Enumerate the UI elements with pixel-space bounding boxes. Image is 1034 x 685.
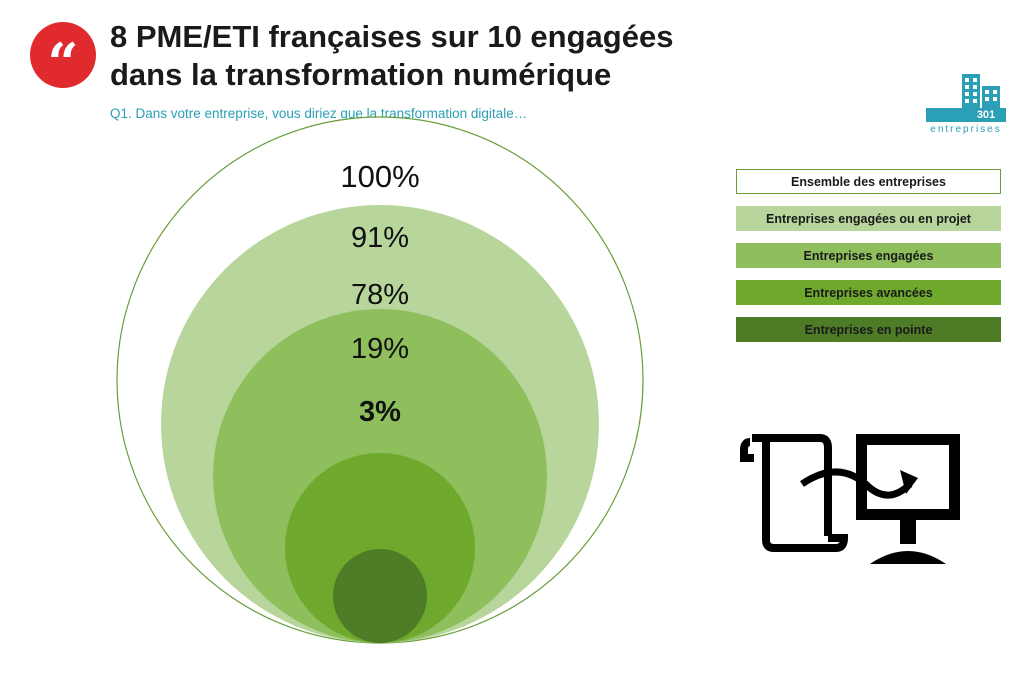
data-label-4: 19% xyxy=(351,333,409,365)
document-to-computer-icon xyxy=(740,428,970,573)
title-line-2: dans la transformation numérique xyxy=(110,57,612,92)
quote-icon: “ xyxy=(30,22,96,90)
legend-item-5: Entreprises en pointe xyxy=(736,317,1001,342)
title-line-1: 8 PME/ETI françaises sur 10 engagées xyxy=(110,19,674,54)
data-label-2: 91% xyxy=(351,222,409,254)
question-text: Q1. Dans votre entreprise, vous diriez q… xyxy=(110,106,528,121)
concentric-chart: 100% 91% 78% 19% 3% xyxy=(116,116,644,644)
page-title: 8 PME/ETI françaises sur 10 engagées dan… xyxy=(110,18,750,94)
logo-word: entreprises xyxy=(930,124,1002,135)
data-label-1: 100% xyxy=(340,159,419,194)
legend-item-2: Entreprises engagées ou en projet xyxy=(736,206,1001,231)
logo: 301 entreprises xyxy=(926,72,1006,135)
legend-item-4: Entreprises avancées xyxy=(736,280,1001,305)
legend-item-3: Entreprises engagées xyxy=(736,243,1001,268)
buildings-icon xyxy=(926,74,1006,122)
data-label-5: 3% xyxy=(359,396,401,428)
circle-4 xyxy=(285,453,475,643)
data-label-3: 78% xyxy=(351,279,409,311)
chart-legend: Ensemble des entreprises Entreprises enga… xyxy=(736,169,1001,354)
logo-number: 301 xyxy=(976,109,996,121)
legend-item-1: Ensemble des entreprises xyxy=(736,169,1001,194)
circle-5 xyxy=(333,549,427,643)
